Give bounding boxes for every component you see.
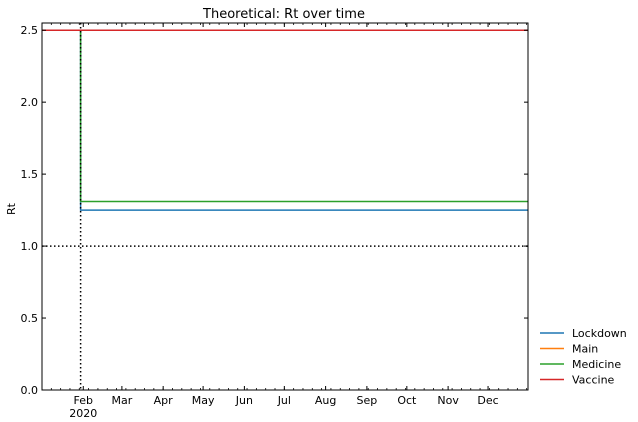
y-tick-label: 1.0 (21, 240, 39, 253)
legend: Lockdown Main Medicine Vaccine (540, 327, 627, 387)
y-tick-label: 2.0 (21, 96, 39, 109)
chart-title: Theoretical: Rt over time (202, 7, 365, 22)
legend-label-lockdown: Lockdown (572, 327, 627, 340)
y-tick-label: 0.5 (21, 312, 39, 325)
legend-label-main: Main (572, 343, 598, 356)
x-tick-year-label: 2020 (69, 407, 97, 420)
x-tick-label-aug: Aug (315, 394, 336, 407)
x-tick-label-sep: Sep (357, 394, 378, 407)
plot-area (42, 23, 528, 390)
x-tick-label-feb: Feb (74, 394, 93, 407)
series-line-medicine (42, 29, 528, 203)
legend-label-vaccine: Vaccine (572, 374, 615, 387)
y-tick-label: 2.5 (21, 24, 39, 37)
y-tick-label: 1.5 (21, 168, 39, 181)
series-line-lockdown (42, 29, 528, 211)
y-tick-label: 0.0 (21, 384, 39, 397)
x-tick-label-jul: Jul (277, 394, 291, 407)
x-tick-label-jun: Jun (235, 394, 253, 407)
x-tick-label-may: May (192, 394, 215, 407)
plot-frame (41, 22, 529, 391)
x-tick-label-oct: Oct (397, 394, 417, 407)
legend-label-medicine: Medicine (572, 358, 621, 371)
x-tick-label-mar: Mar (112, 394, 133, 407)
x-tick-label-apr: Apr (154, 394, 174, 407)
y-axis-label: Rt (5, 202, 18, 215)
x-tick-label-nov: Nov (437, 394, 459, 407)
x-tick-label-dec: Dec (477, 394, 498, 407)
